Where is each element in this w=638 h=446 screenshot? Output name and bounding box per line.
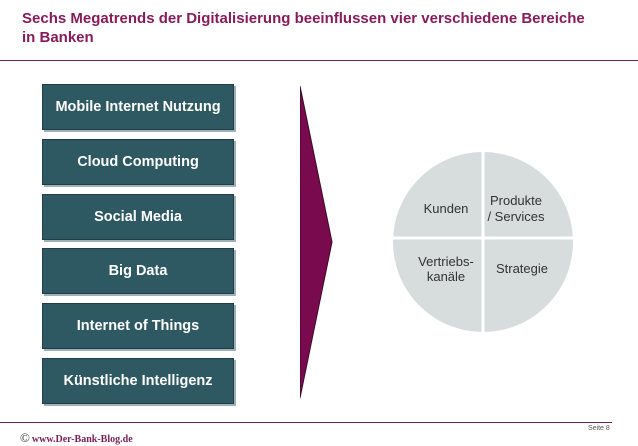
title-divider: [0, 60, 638, 61]
megatrend-mobile-internet: Mobile Internet Nutzung: [42, 84, 234, 130]
banking-areas-circle: Kunden Produkte / Services Vertriebs- ka…: [390, 149, 576, 340]
megatrend-internet-of-things: Internet of Things: [42, 303, 234, 349]
megatrend-social-media: Social Media: [42, 194, 234, 240]
footer-copyright: © www.Der-Bank-Blog.de: [20, 430, 133, 446]
influence-arrow: [300, 86, 333, 398]
page-number: Seite 8: [588, 425, 610, 432]
footer-divider: [0, 422, 612, 423]
area-vertriebskanaele-line-2: kanäle: [427, 269, 465, 284]
area-strategie: Strategie: [496, 261, 548, 276]
megatrend-kuenstliche-intelligenz: Künstliche Intelligenz: [42, 358, 234, 404]
slide-title-line-1: Sechs Megatrends der Digitalisierung bee…: [22, 10, 585, 27]
copyright-symbol: ©: [20, 430, 30, 445]
influence-arrow-shape: [300, 86, 333, 398]
slide-title-line-2: in Banken: [22, 29, 94, 46]
area-vertriebskanaele-line-1: Vertriebs-: [418, 254, 474, 269]
footer-website-link[interactable]: www.Der-Bank-Blog.de: [31, 434, 133, 445]
area-produkte-line-1: Produkte: [490, 193, 542, 208]
area-produkte-line-2: / Services: [487, 209, 545, 224]
megatrend-big-data: Big Data: [42, 248, 234, 294]
megatrend-cloud-computing: Cloud Computing: [42, 139, 234, 185]
slide-title: Sechs Megatrends der Digitalisierung bee…: [22, 9, 622, 47]
area-kunden: Kunden: [424, 201, 469, 216]
